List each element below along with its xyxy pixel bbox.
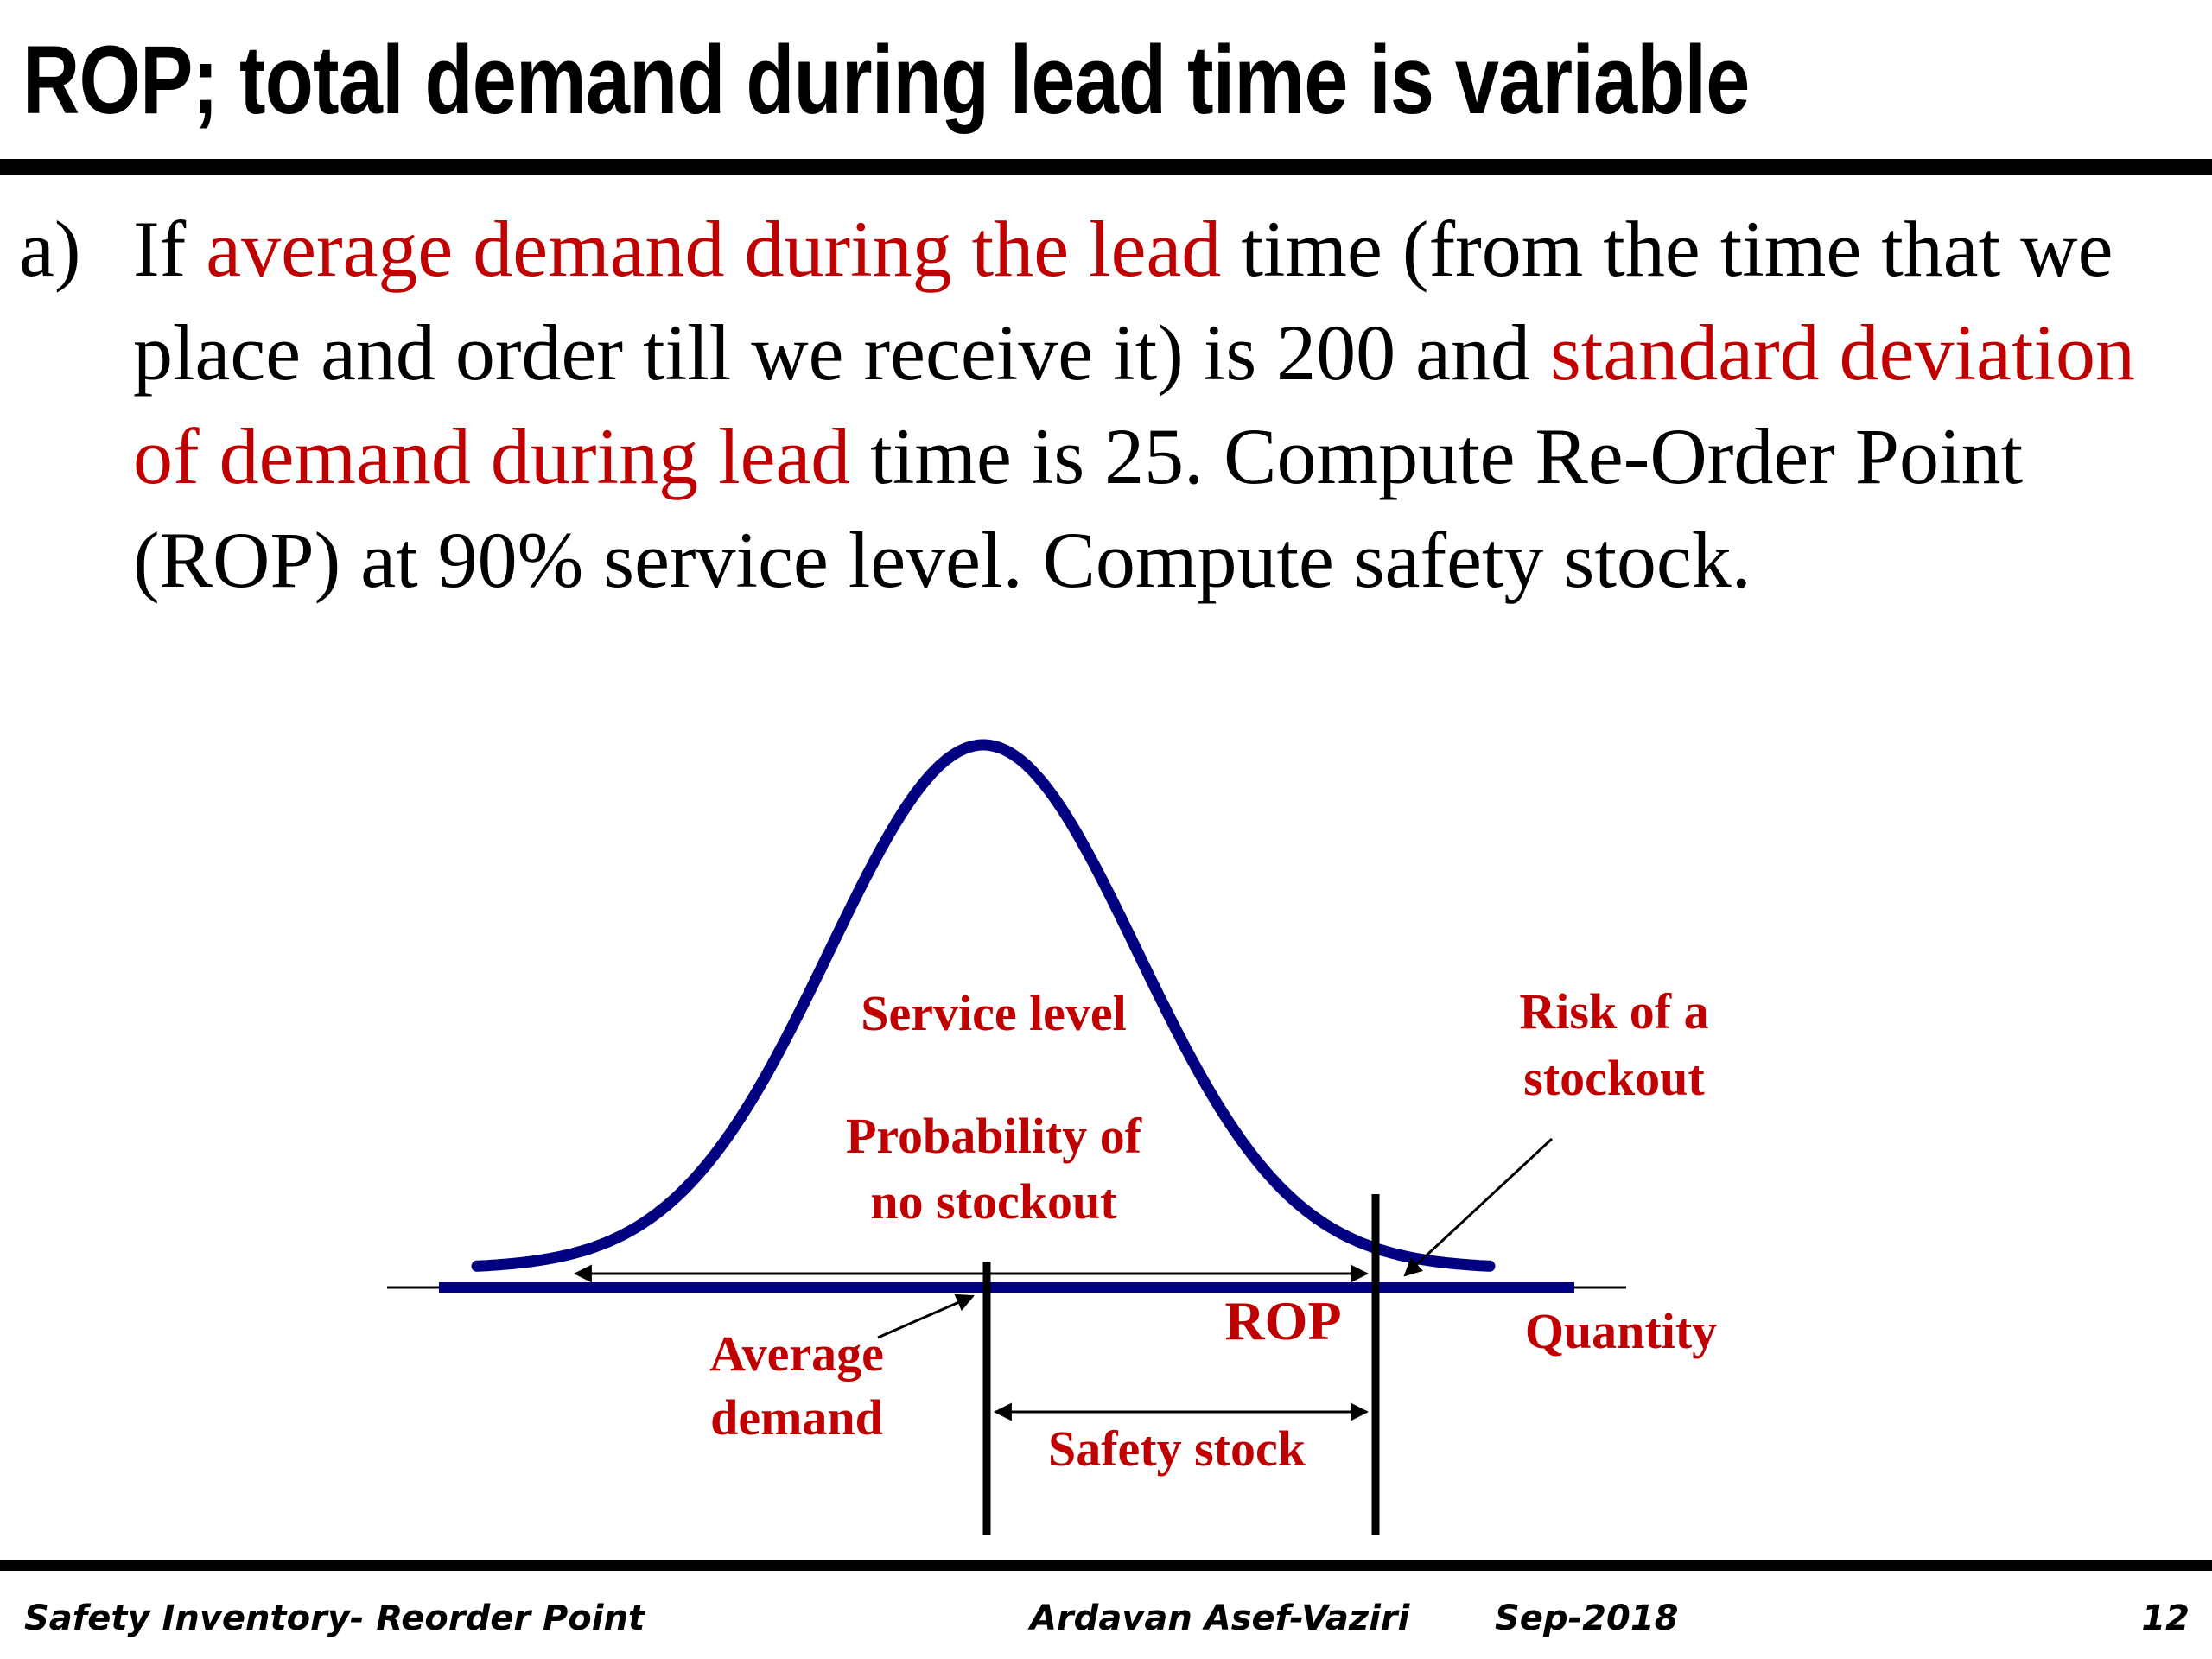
average-demand-label-line1: Average bbox=[709, 1325, 884, 1382]
slide-title: ROP; total demand during lead time is va… bbox=[22, 26, 1750, 134]
question-text-2: time (from the time that we place and or… bbox=[133, 205, 2113, 397]
average-demand-label-line2: demand bbox=[710, 1389, 883, 1446]
average-demand-pointer-arrow bbox=[877, 1294, 975, 1339]
highlight-standard-deviation: standard deviation of demand during lead bbox=[133, 308, 2136, 500]
rop-label: ROP bbox=[1224, 1290, 1341, 1351]
question-text-1: If bbox=[133, 205, 207, 293]
risk-label-line2: stockout bbox=[1523, 1050, 1705, 1106]
service-level-label: Service level bbox=[861, 985, 1127, 1041]
question-body: If average demand during the lead time (… bbox=[133, 197, 2196, 612]
highlight-average-demand: average demand during the lead bbox=[206, 205, 1222, 293]
question-marker: a) bbox=[19, 205, 81, 293]
footer-topic: Safety Inventory- Reorder Point bbox=[24, 1599, 645, 1638]
risk-pointer-arrow bbox=[1403, 1137, 1554, 1277]
question-text-3: time is 25. Compute Re-Order Point (ROP)… bbox=[133, 412, 2024, 604]
probability-label-line2: no stockout bbox=[870, 1173, 1117, 1230]
safety-stock-label: Safety stock bbox=[1048, 1421, 1306, 1477]
quantity-label: Quantity bbox=[1525, 1303, 1717, 1359]
bell-curve bbox=[471, 739, 1496, 1272]
probability-label-line1: Probability of bbox=[846, 1108, 1142, 1164]
page-number: 12 bbox=[2141, 1599, 2190, 1638]
footer-author: Ardavan Asef-Vaziri bbox=[1030, 1599, 1410, 1638]
footer-date: Sep-2018 bbox=[1495, 1599, 1679, 1638]
title-divider bbox=[0, 159, 2212, 175]
question-text: a) If average demand during the lead tim… bbox=[19, 197, 2196, 612]
risk-label-line1: Risk of a bbox=[1519, 983, 1708, 1039]
footer-divider bbox=[0, 1560, 2212, 1571]
